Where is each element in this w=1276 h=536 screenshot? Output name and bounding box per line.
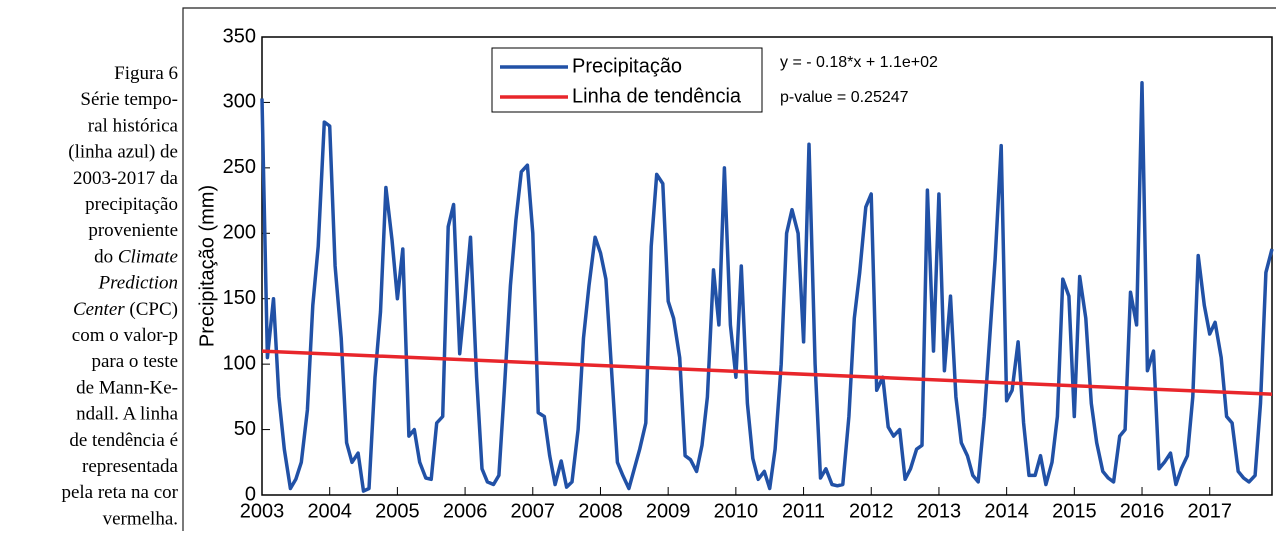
caption-line: de Mann-Ke- — [76, 378, 178, 399]
data-line — [261, 349, 1273, 396]
x-tick-label: 2011 — [782, 500, 825, 522]
x-tick-label: 2016 — [1120, 500, 1165, 522]
caption-line: Center (CPC) — [73, 299, 178, 320]
x-tick-label: 2014 — [984, 500, 1029, 522]
y-tick-label: 50 — [234, 418, 256, 440]
x-tick-label: 2010 — [714, 500, 759, 522]
annotation: p-value = 0.25247 — [780, 89, 909, 106]
figure-frame — [182, 7, 1276, 531]
caption-line: representada — [82, 456, 179, 477]
caption-text: precipitação — [85, 194, 178, 215]
caption-text: proveniente — [88, 221, 178, 242]
axes-box — [261, 36, 1273, 496]
y-tick-label: 100 — [223, 352, 256, 374]
caption-line: precipitação — [85, 194, 178, 215]
caption-text: de tendência é — [69, 430, 178, 451]
caption-text: representada — [82, 456, 179, 477]
caption-text: Figura 6 — [114, 63, 178, 84]
caption-text: Climate — [118, 247, 178, 268]
legend-label: Precipitação — [572, 55, 682, 77]
caption-text: para o teste — [91, 352, 178, 373]
caption-text: 2003-2017 da — [73, 168, 179, 189]
y-tick-label: 250 — [223, 156, 256, 178]
caption-text: com o valor-p — [72, 325, 178, 346]
y-tick-label: 300 — [223, 91, 256, 113]
y-tick-label: 0 — [245, 483, 256, 505]
caption-line: 2003-2017 da — [73, 168, 179, 189]
caption-line: (linha azul) de — [68, 142, 178, 163]
legend-label: Linha de tendência — [572, 85, 742, 107]
data-line — [260, 81, 1274, 493]
caption-text: Série tempo- — [80, 90, 178, 111]
legend-box — [491, 47, 763, 113]
y-tick-label: 350 — [223, 25, 256, 47]
x-tick-label: 2003 — [240, 500, 285, 522]
caption-text: do — [94, 247, 118, 268]
caption-line: Série tempo- — [80, 90, 178, 111]
caption-line: Figura 6 — [114, 63, 178, 84]
x-tick-label: 2005 — [375, 500, 420, 522]
caption-text: (CPC) — [125, 299, 178, 320]
caption-line: Prediction — [98, 273, 179, 294]
x-tick-label: 2015 — [1052, 500, 1097, 522]
caption-text: Center — [73, 299, 125, 320]
y-tick-label: 200 — [223, 222, 256, 244]
caption-text: de Mann-Ke- — [76, 378, 178, 399]
x-tick-label: 2006 — [443, 500, 488, 522]
x-tick-label: 2012 — [849, 500, 894, 522]
caption-text: Prediction — [98, 273, 179, 294]
x-tick-label: 2007 — [511, 500, 556, 522]
y-axis-label: Precipitação (mm) — [196, 185, 218, 347]
caption-line: pela reta na cor — [61, 483, 178, 504]
x-tick-label: 2004 — [307, 500, 352, 522]
caption-line: com o valor-p — [72, 325, 178, 346]
caption-text: vermelha. — [103, 509, 178, 530]
y-tick-label: 150 — [223, 287, 256, 309]
caption-line: ndall. A linha — [76, 404, 178, 425]
caption-line: proveniente — [88, 221, 178, 242]
x-tick-label: 2017 — [1187, 500, 1232, 522]
caption-line: de tendência é — [69, 430, 178, 451]
caption-line: do Climate — [94, 247, 178, 268]
caption: Figura 6 Série tempo-ral histórica (linha … — [61, 63, 178, 529]
caption-line: para o teste — [91, 352, 178, 373]
caption-text: (linha azul) de — [68, 142, 178, 163]
annotation: y = - 0.18*x + 1.1e+02 — [780, 54, 938, 71]
x-tick-label: 2013 — [917, 500, 962, 522]
caption-text: pela reta na cor — [61, 483, 178, 504]
caption-line: vermelha. — [103, 509, 178, 530]
caption-text: ral histórica — [88, 116, 179, 137]
x-tick-label: 2008 — [578, 500, 623, 522]
caption-line: ral histórica — [88, 116, 179, 137]
caption-text: ndall. A linha — [76, 404, 178, 425]
x-tick-label: 2009 — [646, 500, 691, 522]
